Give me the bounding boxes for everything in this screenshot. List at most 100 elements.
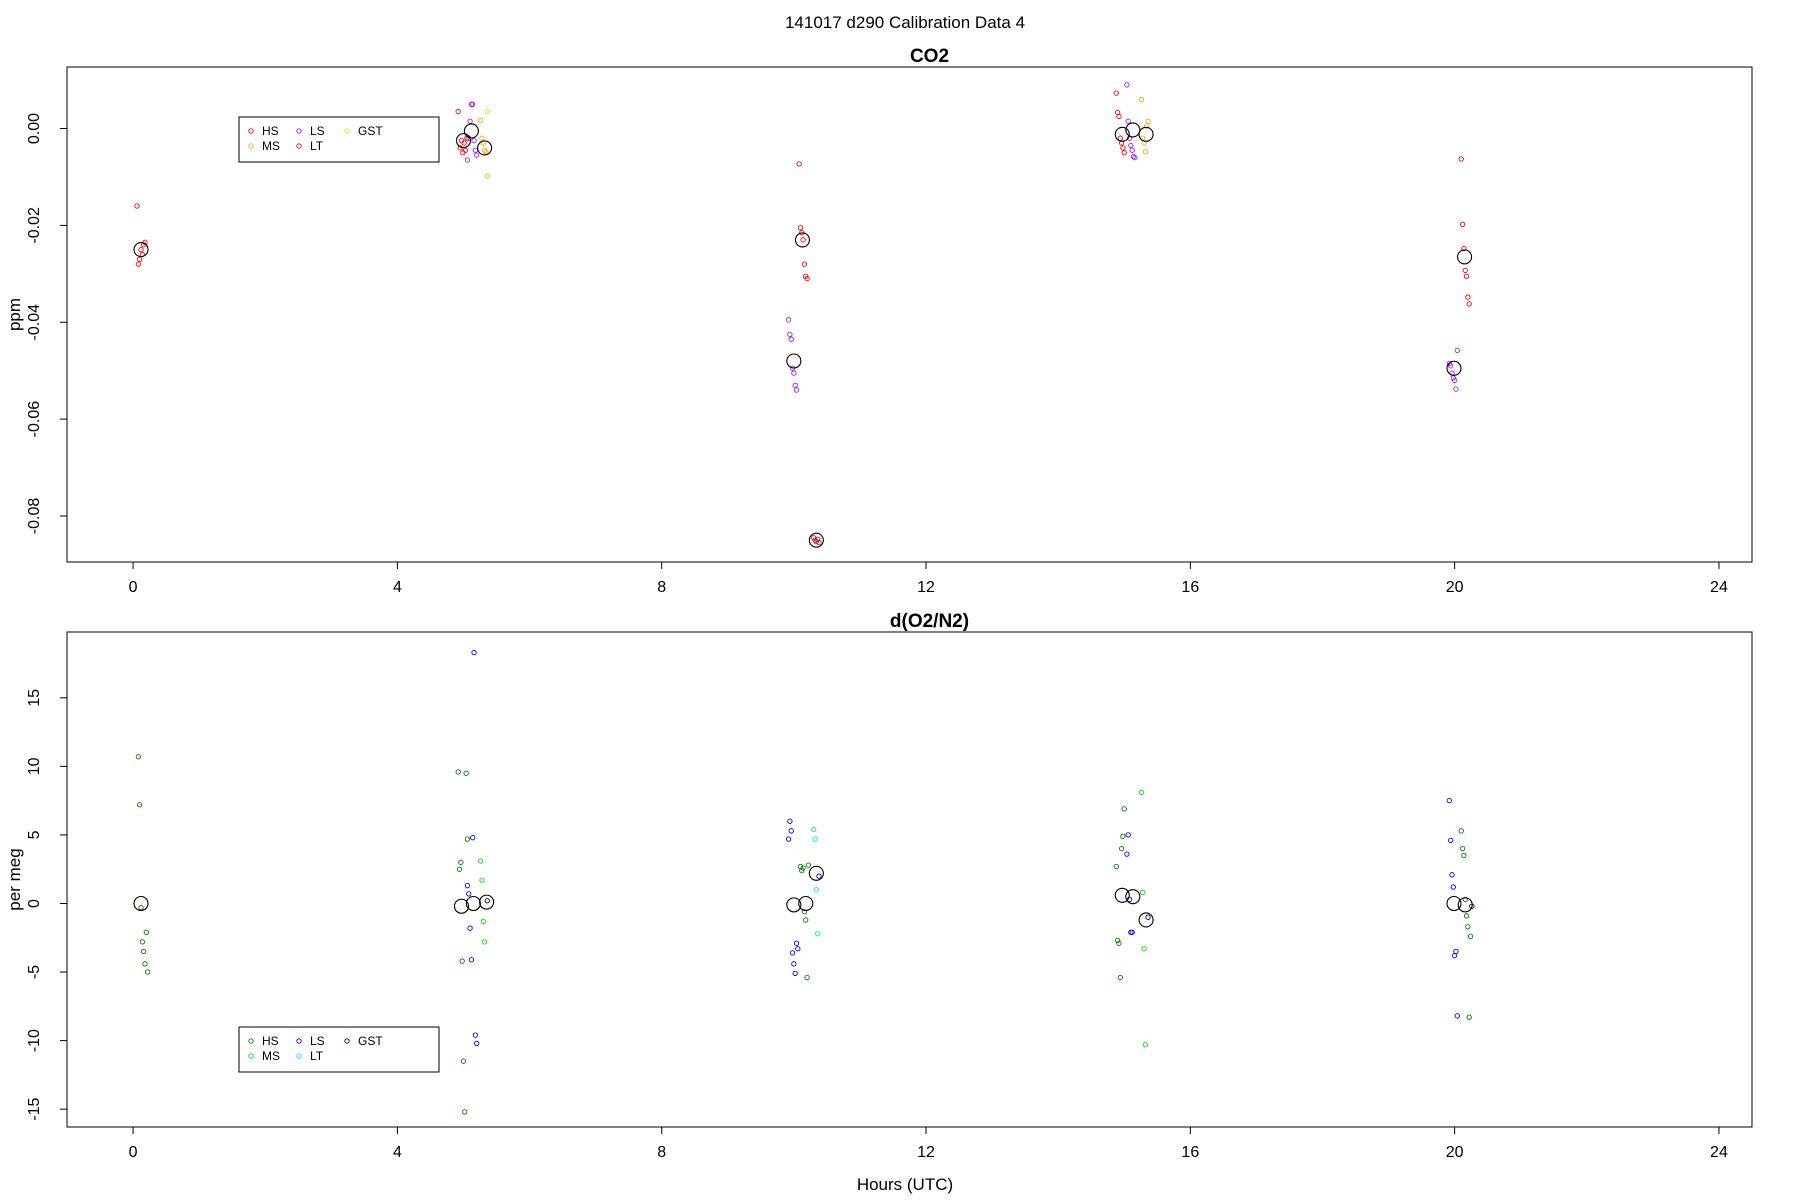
data-point [1124,82,1130,88]
x-tick-label: 4 [393,1144,402,1161]
data-point [484,108,490,115]
data-point [474,152,480,158]
data-point [1459,221,1466,228]
legend-marker [248,143,254,149]
data-point [1121,806,1127,812]
data-point [1448,363,1454,369]
mean-marker [786,353,802,369]
y-tick-label: 0 [26,899,43,908]
data-point [1141,946,1147,952]
data-point [1118,845,1125,852]
mean-marker [465,895,481,912]
mean-marker [1138,912,1154,928]
data-point [462,1109,468,1115]
data-point [474,1040,480,1047]
data-point [793,940,800,946]
data-point [1142,1042,1149,1048]
data-point [1132,154,1138,161]
data-point [789,950,796,956]
series-mean [133,865,1473,928]
data-point [484,898,490,904]
legend-label: MS [262,1049,280,1063]
data-point [1140,889,1146,896]
data-point [1466,1014,1472,1020]
data-point [792,382,798,388]
legend-box [238,116,440,163]
data-point [1451,377,1458,384]
data-point [135,261,142,267]
data-point [134,203,140,209]
x-tick-label: 20 [1446,1144,1464,1161]
data-point [483,149,489,155]
data-point [1453,948,1459,955]
data-point [1461,245,1467,252]
data-point [1130,153,1137,160]
data-point [1454,1013,1460,1019]
legend-marker [248,1038,254,1044]
series-ls [464,649,1460,1047]
mean-marker [1457,897,1473,913]
mean-marker [133,895,149,912]
data-point [479,877,485,883]
data-point [788,336,794,342]
legend-label: GST [358,124,383,138]
data-point [796,161,802,167]
data-point [1462,267,1468,274]
data-point [804,276,810,282]
y-tick-label: -10 [26,1029,43,1052]
data-point [1120,145,1126,151]
data-point [1144,123,1150,129]
data-point [460,1058,467,1064]
x-tick-label: 4 [393,579,402,596]
data-point [1449,872,1455,878]
data-point [141,948,147,955]
data-point [466,891,472,897]
data-point [144,969,151,975]
legend-label: LS [310,124,325,138]
legend-label: LT [310,1049,324,1063]
data-point [462,147,469,153]
y-tick-label: 15 [26,689,43,707]
series-mean [133,122,1473,548]
x-tick-label: 8 [657,1144,666,1161]
data-point [1145,118,1151,124]
data-point [1467,933,1474,940]
y-tick-label: -15 [26,1098,43,1121]
data-point [458,859,464,866]
x-tick-label: 16 [1181,1144,1199,1161]
data-point [1113,863,1119,870]
data-point [472,1032,479,1038]
data-point [137,256,143,262]
data-point [455,769,461,775]
data-point [793,387,800,393]
mean-marker [455,133,472,149]
data-point [1461,852,1467,859]
mean-marker [1446,895,1462,912]
data-point [478,858,484,864]
x-axis-label: Hours (UTC) [857,1175,953,1194]
data-point [467,925,473,931]
data-point [799,867,805,874]
data-point [803,917,809,923]
data-point [470,835,476,841]
legend-marker [344,1038,350,1044]
mean-marker [463,123,479,139]
data-point [787,818,793,824]
y-tick-label: 5 [26,830,43,839]
legend-marker [296,128,302,134]
data-point [464,836,471,842]
data-point [785,317,792,323]
y-tick-label: 10 [26,757,43,775]
y-tick-label: -0.06 [26,401,43,438]
data-point [1129,147,1135,153]
y-tick-label: -0.02 [26,207,43,244]
x-tick-label: 0 [129,579,138,596]
data-point [463,770,469,776]
mean-marker [794,232,811,248]
data-point [470,101,476,107]
y-tick-label: 0.00 [26,113,43,144]
data-point [1466,301,1472,307]
data-point [812,537,818,543]
